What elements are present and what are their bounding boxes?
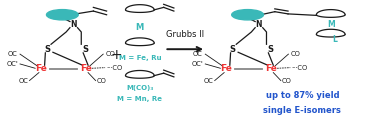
Text: OC: OC — [19, 78, 29, 84]
Text: N: N — [70, 20, 77, 29]
Text: Grubbs II: Grubbs II — [166, 30, 204, 39]
Text: OC': OC' — [192, 61, 204, 67]
Circle shape — [46, 10, 78, 20]
Text: S: S — [267, 45, 273, 54]
Text: S: S — [44, 45, 50, 54]
Text: CO: CO — [291, 51, 301, 57]
Text: Fe: Fe — [220, 64, 232, 73]
Text: S: S — [229, 45, 235, 54]
Text: +: + — [111, 48, 122, 62]
Text: M: M — [136, 23, 144, 32]
Text: up to 87% yield: up to 87% yield — [266, 91, 339, 100]
Text: ···CO: ···CO — [292, 65, 308, 71]
Text: M = Fe, Ru: M = Fe, Ru — [119, 55, 161, 61]
Text: N: N — [256, 20, 262, 29]
Text: CO: CO — [106, 51, 116, 57]
Text: M: M — [327, 20, 335, 29]
Circle shape — [232, 10, 263, 20]
Text: OC: OC — [193, 51, 203, 57]
Text: M(CO)₃: M(CO)₃ — [126, 85, 153, 91]
Text: single E-isomers: single E-isomers — [263, 106, 341, 115]
Text: CO: CO — [282, 78, 291, 84]
Text: L: L — [332, 35, 337, 44]
Text: Fe: Fe — [35, 64, 47, 73]
Text: OC: OC — [8, 51, 17, 57]
Text: OC': OC' — [6, 61, 19, 67]
Text: Fe: Fe — [265, 64, 277, 73]
Text: S: S — [82, 45, 88, 54]
Text: Fe: Fe — [80, 64, 92, 73]
Text: ···CO: ···CO — [107, 65, 122, 71]
Text: CO: CO — [96, 78, 106, 84]
Text: OC: OC — [204, 78, 214, 84]
Text: M = Mn, Re: M = Mn, Re — [117, 96, 163, 102]
